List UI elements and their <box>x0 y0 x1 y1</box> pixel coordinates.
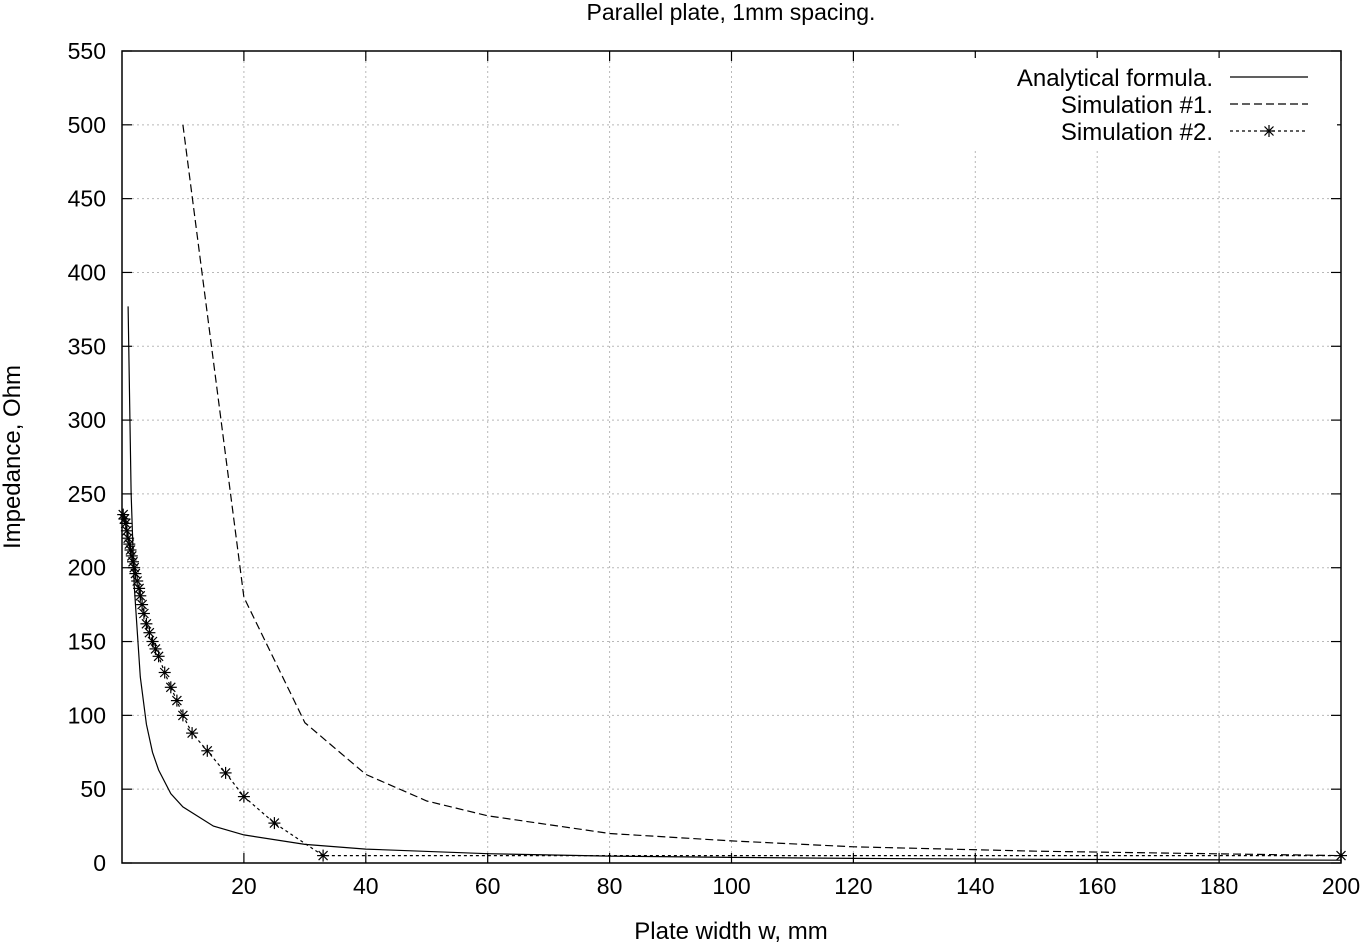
data-point-marker <box>219 766 232 779</box>
legend-label-simulation-2: Simulation #2. <box>1061 119 1213 146</box>
x-axis-title: Plate width w, mm <box>634 918 827 944</box>
x-tick-label: 40 <box>353 873 379 899</box>
data-point-marker <box>137 607 150 620</box>
data-point-marker <box>268 817 281 830</box>
chart-title: Parallel plate, 1mm spacing. <box>587 0 876 25</box>
data-point-marker <box>129 567 142 580</box>
y-tick-label: 300 <box>68 407 106 433</box>
data-point-marker <box>201 744 214 757</box>
series-layer <box>117 124 1347 862</box>
y-tick-label: 100 <box>68 702 106 728</box>
data-point-marker <box>124 544 137 556</box>
data-point-marker <box>143 626 156 639</box>
x-tick-label: 200 <box>1322 873 1360 899</box>
x-tick-label: 140 <box>956 873 994 899</box>
data-point-marker <box>164 681 177 694</box>
y-tick-label: 450 <box>68 186 106 212</box>
data-point-marker <box>317 849 330 862</box>
y-tick-label: 500 <box>68 112 106 138</box>
data-point-marker <box>131 575 144 587</box>
legend-label-simulation-1: Simulation #1. <box>1061 92 1213 119</box>
data-point-marker <box>237 790 250 803</box>
tick-labels: 20 40 60 80 100 120 140 160 180 200 0 50 100 150 200 25… <box>68 38 1361 899</box>
series-line-2 <box>182 124 1342 857</box>
tick-marks <box>122 50 1342 864</box>
x-tick-label: 100 <box>712 873 750 899</box>
data-point-marker <box>123 538 136 551</box>
y-tick-label: 550 <box>68 38 106 64</box>
y-tick-label: 350 <box>68 333 106 359</box>
data-point-marker <box>186 727 199 740</box>
legend-marker-simulation-2 <box>1263 125 1275 137</box>
x-tick-label: 20 <box>231 873 257 899</box>
data-point-marker <box>152 650 165 663</box>
y-tick-label: 400 <box>68 259 106 285</box>
y-tick-label: 0 <box>93 850 106 876</box>
x-tick-label: 80 <box>597 873 623 899</box>
legend: Analytical formula. Simulation #1. Simul… <box>900 58 1337 150</box>
x-tick-label: 120 <box>834 873 872 899</box>
data-point-marker <box>127 555 139 568</box>
data-point-marker <box>140 617 153 630</box>
x-tick-label: 180 <box>1200 873 1238 899</box>
data-point-marker <box>117 508 130 521</box>
series-line-3 <box>122 514 1341 857</box>
grid-lines <box>122 51 1341 863</box>
data-point-marker <box>136 598 149 611</box>
series-line-1 <box>127 306 1342 861</box>
y-tick-label: 150 <box>68 629 106 655</box>
legend-label-analytical: Analytical formula. <box>1017 65 1213 92</box>
data-point-marker <box>134 589 147 602</box>
x-tick-label: 60 <box>475 873 501 899</box>
data-point-marker <box>170 694 183 707</box>
y-tick-label: 200 <box>68 555 106 581</box>
y-axis-title: Impedance, Ohm <box>0 365 26 549</box>
y-tick-label: 50 <box>80 776 106 802</box>
data-point-marker <box>176 709 189 722</box>
data-point-marker <box>158 666 171 679</box>
legend-background <box>900 58 1337 150</box>
x-tick-label: 160 <box>1078 873 1116 899</box>
y-tick-label: 250 <box>68 481 106 507</box>
